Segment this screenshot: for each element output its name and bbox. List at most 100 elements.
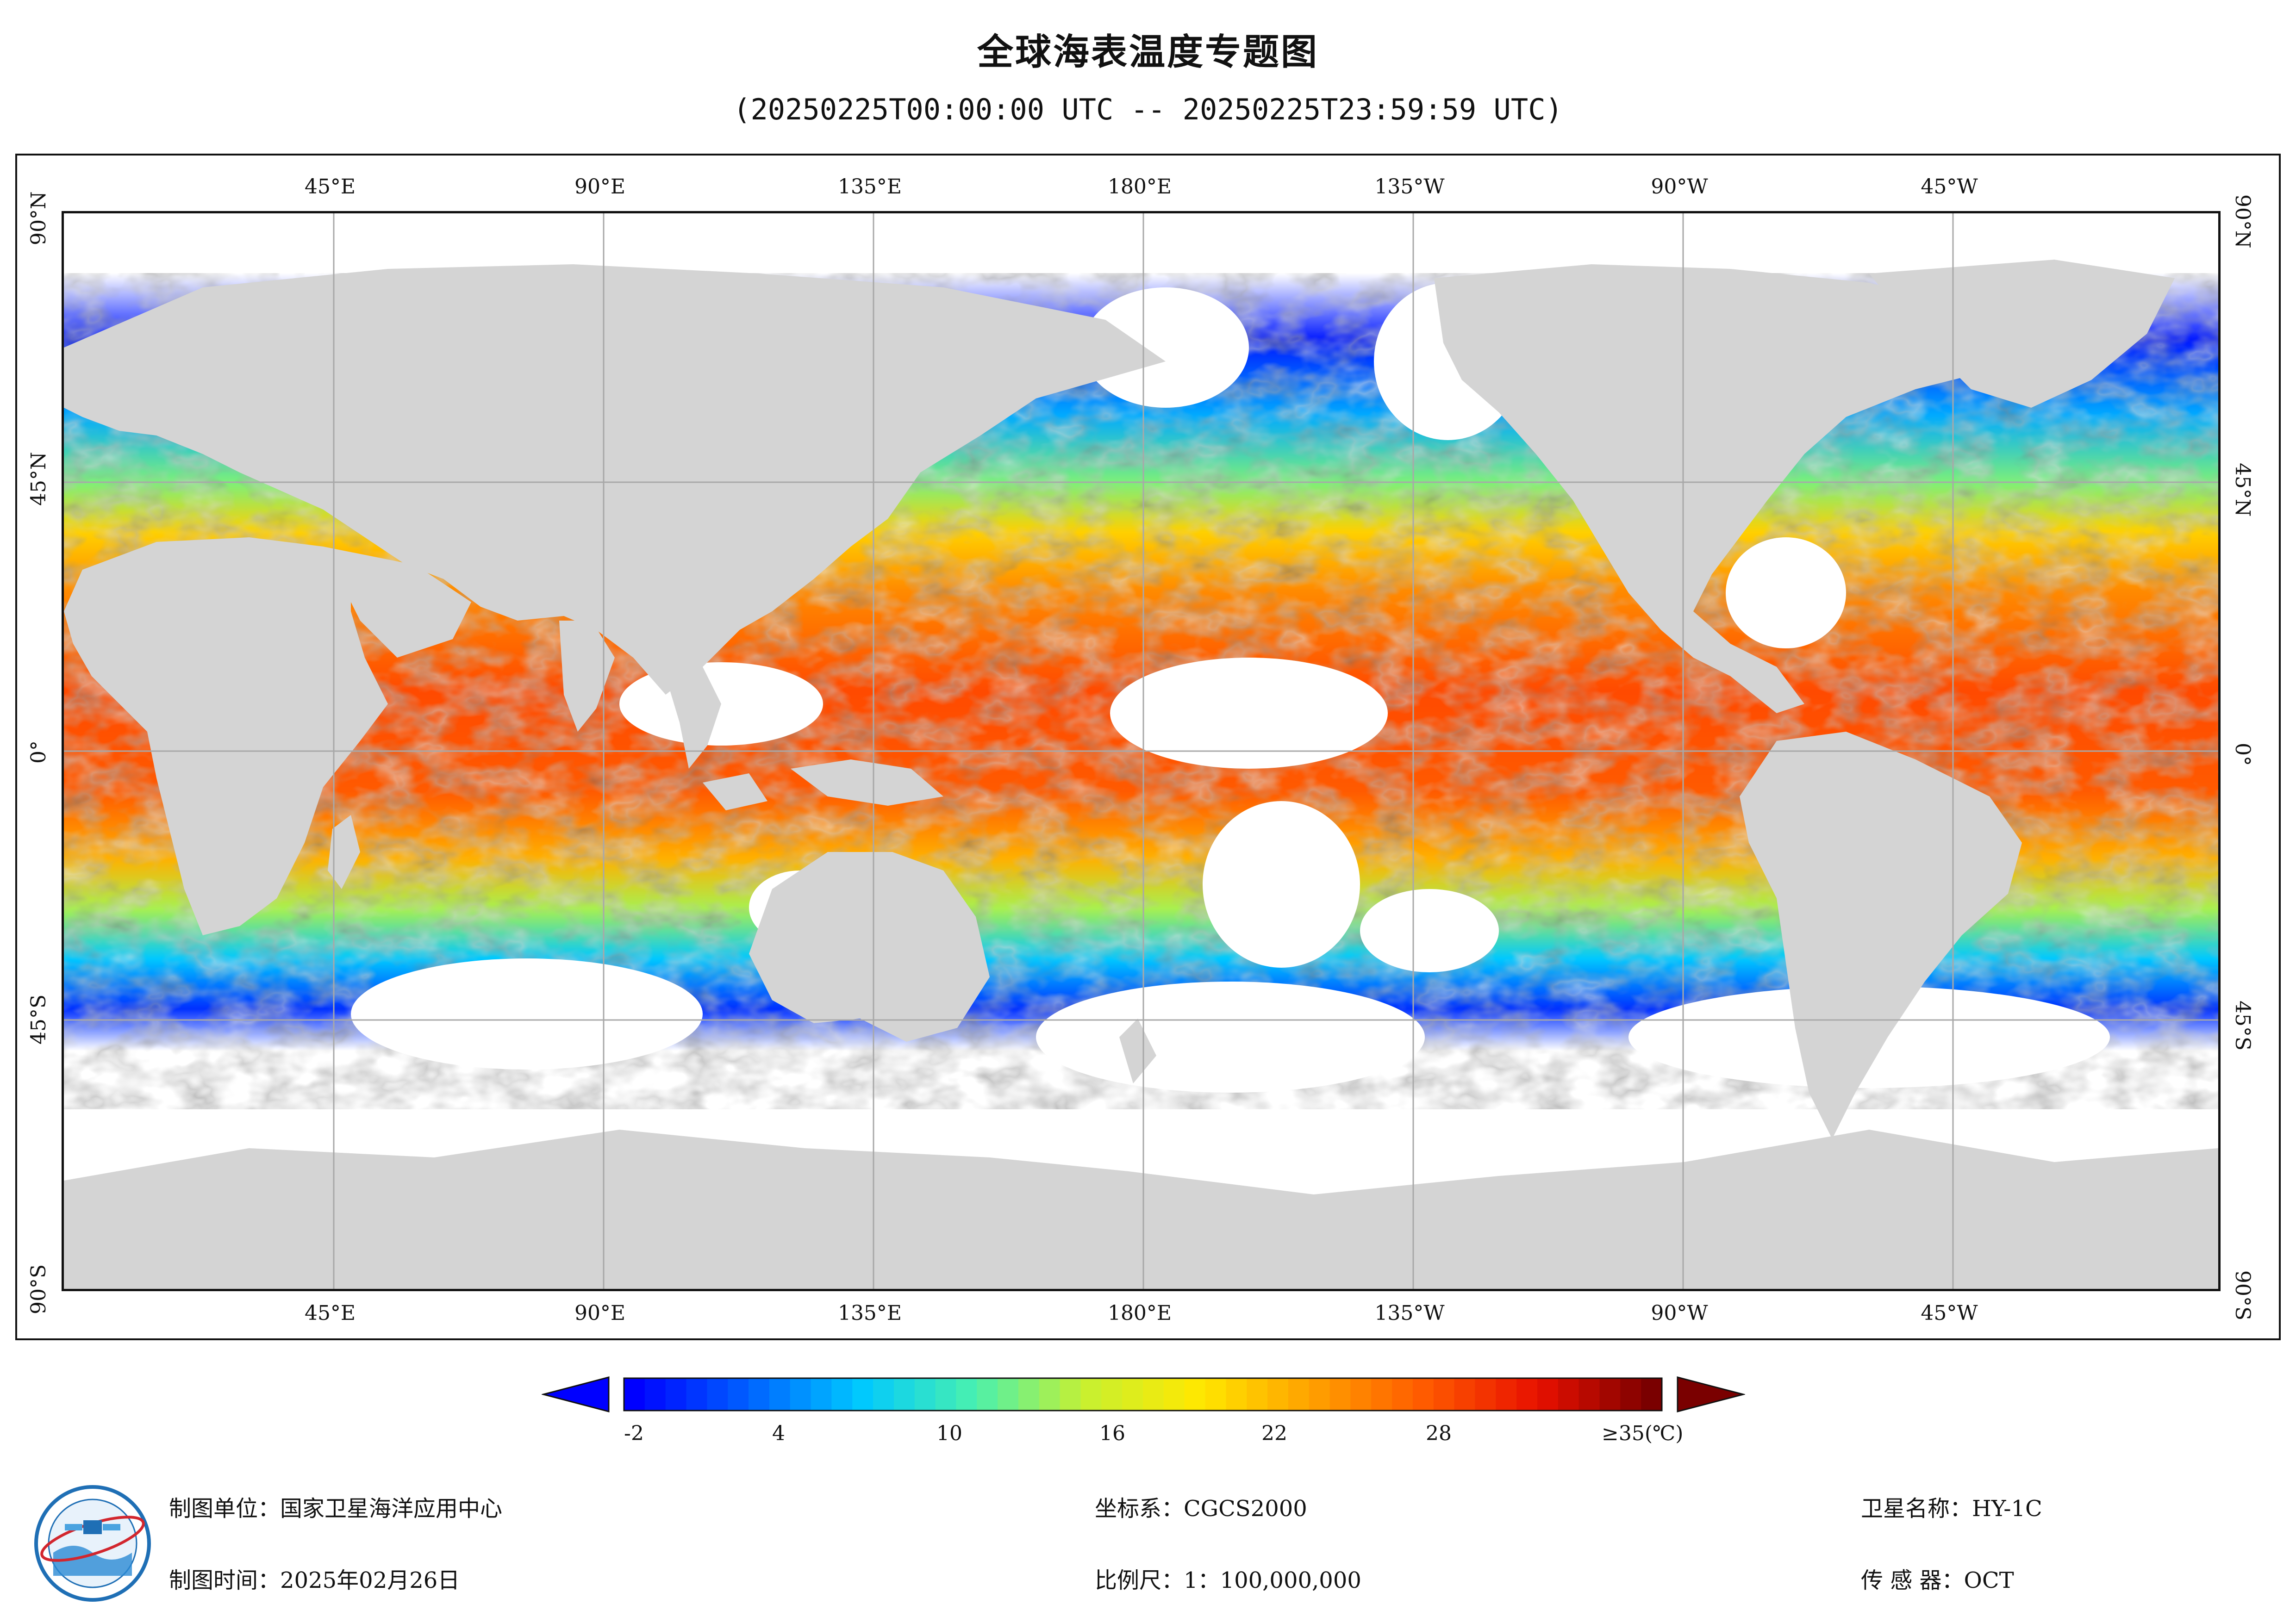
- top-tick-135e: 135°E: [837, 175, 902, 199]
- colorbar-cell: [977, 1378, 998, 1411]
- top-tick-45e: 45°E: [304, 175, 356, 199]
- map-title: 全球海表温度专题图: [977, 31, 1319, 73]
- colorbar-cell: [1329, 1378, 1351, 1411]
- colorbar-cell: [1122, 1378, 1143, 1411]
- bottom-tick-90e: 90°E: [574, 1301, 626, 1325]
- colorbar-label-22: 22: [1261, 1422, 1287, 1445]
- right-tick-0: 0°: [2231, 743, 2254, 766]
- colorbar-cell: [1641, 1378, 1662, 1411]
- right-tick-45s: 45°S: [2231, 1001, 2254, 1051]
- left-tick-45n: 45°N: [27, 452, 50, 506]
- nsoas-logo: [32, 1483, 153, 1604]
- colorbar-cell: [1392, 1378, 1413, 1411]
- left-tick-90n: 90°N: [27, 191, 50, 246]
- top-tick-45w: 45°W: [1921, 175, 1978, 199]
- colorbar-cell: [893, 1378, 915, 1411]
- colorbar-cell: [1620, 1378, 1641, 1411]
- colorbar-cell: [1205, 1378, 1226, 1411]
- colorbar-cell: [1412, 1378, 1434, 1411]
- right-tick-90s: 90°S: [2231, 1270, 2254, 1321]
- colorbar-label-28: 28: [1426, 1422, 1452, 1445]
- bottom-tick-90w: 90°W: [1651, 1301, 1708, 1325]
- top-tick-180e: 180°E: [1107, 175, 1172, 199]
- colorbar-cell: [1060, 1378, 1081, 1411]
- left-tick-0: 0°: [27, 740, 50, 764]
- colorbar-cell: [1226, 1378, 1247, 1411]
- colorbar-cell: [831, 1378, 853, 1411]
- bottom-tick-135w: 135°W: [1374, 1301, 1445, 1325]
- top-tick-90w: 90°W: [1651, 175, 1708, 199]
- colorbar-cell: [728, 1378, 749, 1411]
- colorbar-cells: [623, 1377, 1663, 1412]
- right-tick-90n: 90°N: [2231, 194, 2254, 249]
- producer-unit: 制图单位：国家卫星海洋应用中心: [169, 1496, 503, 1522]
- colorbar-cell: [1558, 1378, 1579, 1411]
- sst-map[interactable]: [62, 211, 2221, 1291]
- colorbar-cell: [1267, 1378, 1289, 1411]
- coordinate-system: 坐标系：CGCS2000: [1095, 1496, 1307, 1522]
- time-range-subtitle: (20250225T00:00:00 UTC -- 20250225T23:59…: [733, 93, 1563, 126]
- colorbar-cell: [1018, 1378, 1040, 1411]
- sst-map-canvas: [64, 213, 2218, 1289]
- bottom-tick-45e: 45°E: [304, 1301, 356, 1325]
- satellite-name: 卫星名称：HY-1C: [1861, 1496, 2042, 1522]
- top-tick-90e: 90°E: [574, 175, 626, 199]
- colorbar-cell: [1101, 1378, 1123, 1411]
- colorbar-cell: [624, 1378, 645, 1411]
- colorbar-cell: [1599, 1378, 1621, 1411]
- colorbar-cell: [956, 1378, 977, 1411]
- colorbar-label-neg2: -2: [624, 1422, 644, 1445]
- colorbar-cell: [1143, 1378, 1164, 1411]
- colorbar-cell: [769, 1378, 791, 1411]
- colorbar-cell: [1184, 1378, 1206, 1411]
- colorbar-label-4: 4: [772, 1422, 785, 1445]
- colorbar-cell: [644, 1378, 666, 1411]
- sensor-name: 传 感 器：OCT: [1861, 1567, 2014, 1593]
- colorbar-cell: [1247, 1378, 1268, 1411]
- colorbar-cell: [1309, 1378, 1330, 1411]
- colorbar: [541, 1374, 1746, 1415]
- colorbar-cell: [1163, 1378, 1185, 1411]
- left-tick-90s: 90°S: [27, 1264, 50, 1314]
- bottom-tick-180e: 180°E: [1107, 1301, 1172, 1325]
- colorbar-label-max: ≥35(℃): [1602, 1422, 1684, 1445]
- colorbar-cell: [665, 1378, 687, 1411]
- land: [64, 260, 2218, 1289]
- top-tick-135w: 135°W: [1374, 175, 1445, 199]
- graticule: [64, 213, 2218, 1289]
- colorbar-cell: [1350, 1378, 1372, 1411]
- colorbar-cell: [1578, 1378, 1600, 1411]
- bottom-tick-45w: 45°W: [1921, 1301, 1978, 1325]
- colorbar-cell: [1371, 1378, 1392, 1411]
- colorbar-min-arrow: [541, 1376, 610, 1412]
- colorbar-cell: [1537, 1378, 1559, 1411]
- colorbar-cell: [686, 1378, 707, 1411]
- colorbar-cell: [811, 1378, 832, 1411]
- colorbar-cell: [852, 1378, 873, 1411]
- colorbar-cell: [873, 1378, 894, 1411]
- left-tick-45s: 45°S: [27, 994, 50, 1045]
- colorbar-max-arrow: [1677, 1376, 1746, 1412]
- colorbar-cell: [998, 1378, 1019, 1411]
- colorbar-cell: [1516, 1378, 1538, 1411]
- colorbar-cell: [1288, 1378, 1310, 1411]
- colorbar-cell: [1039, 1378, 1061, 1411]
- map-scale: 比例尺：1：100,000,000: [1095, 1567, 1361, 1593]
- colorbar-border: [623, 1377, 1663, 1412]
- nodata-patches: [351, 283, 2110, 1093]
- colorbar-label-16: 16: [1099, 1422, 1125, 1445]
- colorbar-cell: [935, 1378, 956, 1411]
- colorbar-labels: -2 4 10 16 22 28 ≥35(℃): [542, 1422, 1745, 1454]
- colorbar-cell: [707, 1378, 728, 1411]
- colorbar-cell: [1496, 1378, 1517, 1411]
- production-date: 制图时间：2025年02月26日: [169, 1567, 460, 1593]
- right-tick-45n: 45°N: [2231, 463, 2254, 517]
- colorbar-cell: [1433, 1378, 1455, 1411]
- colorbar-cell: [790, 1378, 811, 1411]
- colorbar-cell: [749, 1378, 770, 1411]
- colorbar-cell: [914, 1378, 936, 1411]
- map-frame: [15, 154, 2281, 1340]
- colorbar-cell: [1454, 1378, 1475, 1411]
- colorbar-cell: [1475, 1378, 1496, 1411]
- colorbar-cell: [1080, 1378, 1102, 1411]
